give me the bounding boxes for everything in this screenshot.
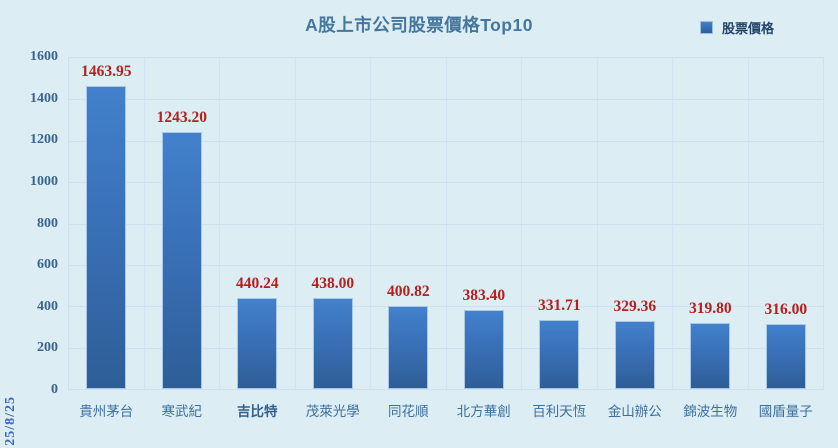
bar-吉比特[interactable] bbox=[237, 297, 278, 389]
bar-column: 440.24 吉比特 bbox=[220, 58, 296, 419]
bar-同花順[interactable] bbox=[388, 306, 429, 389]
bar-貴州茅台[interactable] bbox=[86, 86, 127, 389]
x-axis-category-label: 北方華創 bbox=[456, 404, 511, 419]
value-label: 331.71 bbox=[537, 297, 581, 315]
bar-北方華創[interactable] bbox=[463, 309, 504, 389]
y-axis-tick-label: 0 bbox=[51, 382, 58, 397]
x-axis-category-label: 貴州茅台 bbox=[79, 404, 134, 419]
bar-column: 331.71 百利天恆 bbox=[522, 58, 598, 419]
value-label: 438.00 bbox=[311, 275, 355, 293]
bar-寒武紀[interactable] bbox=[161, 131, 202, 389]
x-axis-category-label: 國盾量子 bbox=[758, 404, 813, 419]
x-axis-category-label: 錦波生物 bbox=[683, 404, 738, 419]
bar-column: 316.00 國盾量子 bbox=[749, 58, 824, 419]
y-axis-tick-label: 800 bbox=[37, 215, 58, 231]
value-label: 1243.20 bbox=[156, 108, 207, 126]
x-axis-category-label: 百利天恆 bbox=[532, 404, 587, 419]
value-label: 319.80 bbox=[688, 299, 732, 317]
bar-column: 329.36 金山辦公 bbox=[598, 58, 673, 419]
bar-金山辦公[interactable] bbox=[614, 320, 655, 389]
value-label: 329.36 bbox=[613, 297, 657, 315]
plot-area: 1463.95 貴州茅台 1243.20 寒武紀 440.24 吉比特 438.00 茂萊光學… bbox=[68, 57, 824, 419]
chart-title: A股上市公司股票價格Top10 bbox=[305, 15, 533, 35]
y-axis-tick-label: 400 bbox=[37, 298, 58, 314]
value-label: 400.82 bbox=[386, 283, 430, 301]
bar-column: 319.80 錦波生物 bbox=[673, 58, 749, 419]
bar-茂萊光學[interactable] bbox=[312, 298, 353, 389]
value-label: 316.00 bbox=[764, 300, 808, 318]
bar-columns: 1463.95 貴州茅台 1243.20 寒武紀 440.24 吉比特 438.00 茂萊光學… bbox=[69, 58, 824, 419]
legend: 股票價格 bbox=[699, 18, 774, 37]
x-axis-category-label: 同花順 bbox=[388, 404, 429, 419]
date-stamp: 25/8/25 bbox=[3, 396, 18, 446]
bar-column: 400.82 同花順 bbox=[371, 58, 447, 419]
bar-column: 383.40 北方華創 bbox=[447, 58, 522, 419]
bar-column: 1243.20 寒武紀 bbox=[145, 58, 220, 419]
x-axis-category-label: 金山辦公 bbox=[607, 404, 662, 419]
bar-百利天恆[interactable] bbox=[539, 320, 580, 389]
y-axis-tick-label: 1200 bbox=[30, 132, 58, 148]
y-axis-tick-label: 200 bbox=[37, 340, 58, 356]
value-label: 1463.95 bbox=[81, 63, 132, 81]
value-label: 383.40 bbox=[462, 286, 506, 304]
bar-column: 1463.95 貴州茅台 bbox=[69, 58, 145, 419]
y-axis-tick-label: 1000 bbox=[30, 173, 58, 189]
y-axis-tick-label: 600 bbox=[37, 257, 58, 273]
x-axis-category-label: 寒武紀 bbox=[161, 404, 203, 419]
x-axis-category-label: 茂萊光學 bbox=[305, 404, 360, 419]
bar-column: 438.00 茂萊光學 bbox=[296, 58, 371, 419]
bar-國盾量子[interactable] bbox=[765, 323, 806, 389]
bar-錦波生物[interactable] bbox=[690, 322, 731, 389]
x-axis-category-label: 吉比特 bbox=[237, 404, 278, 419]
legend-series-label: 股票價格 bbox=[721, 21, 774, 36]
value-label: 440.24 bbox=[235, 274, 279, 292]
y-axis-tick-label: 1600 bbox=[30, 49, 58, 64]
legend-square-icon bbox=[699, 21, 713, 34]
y-axis-tick-label: 1400 bbox=[30, 90, 58, 106]
